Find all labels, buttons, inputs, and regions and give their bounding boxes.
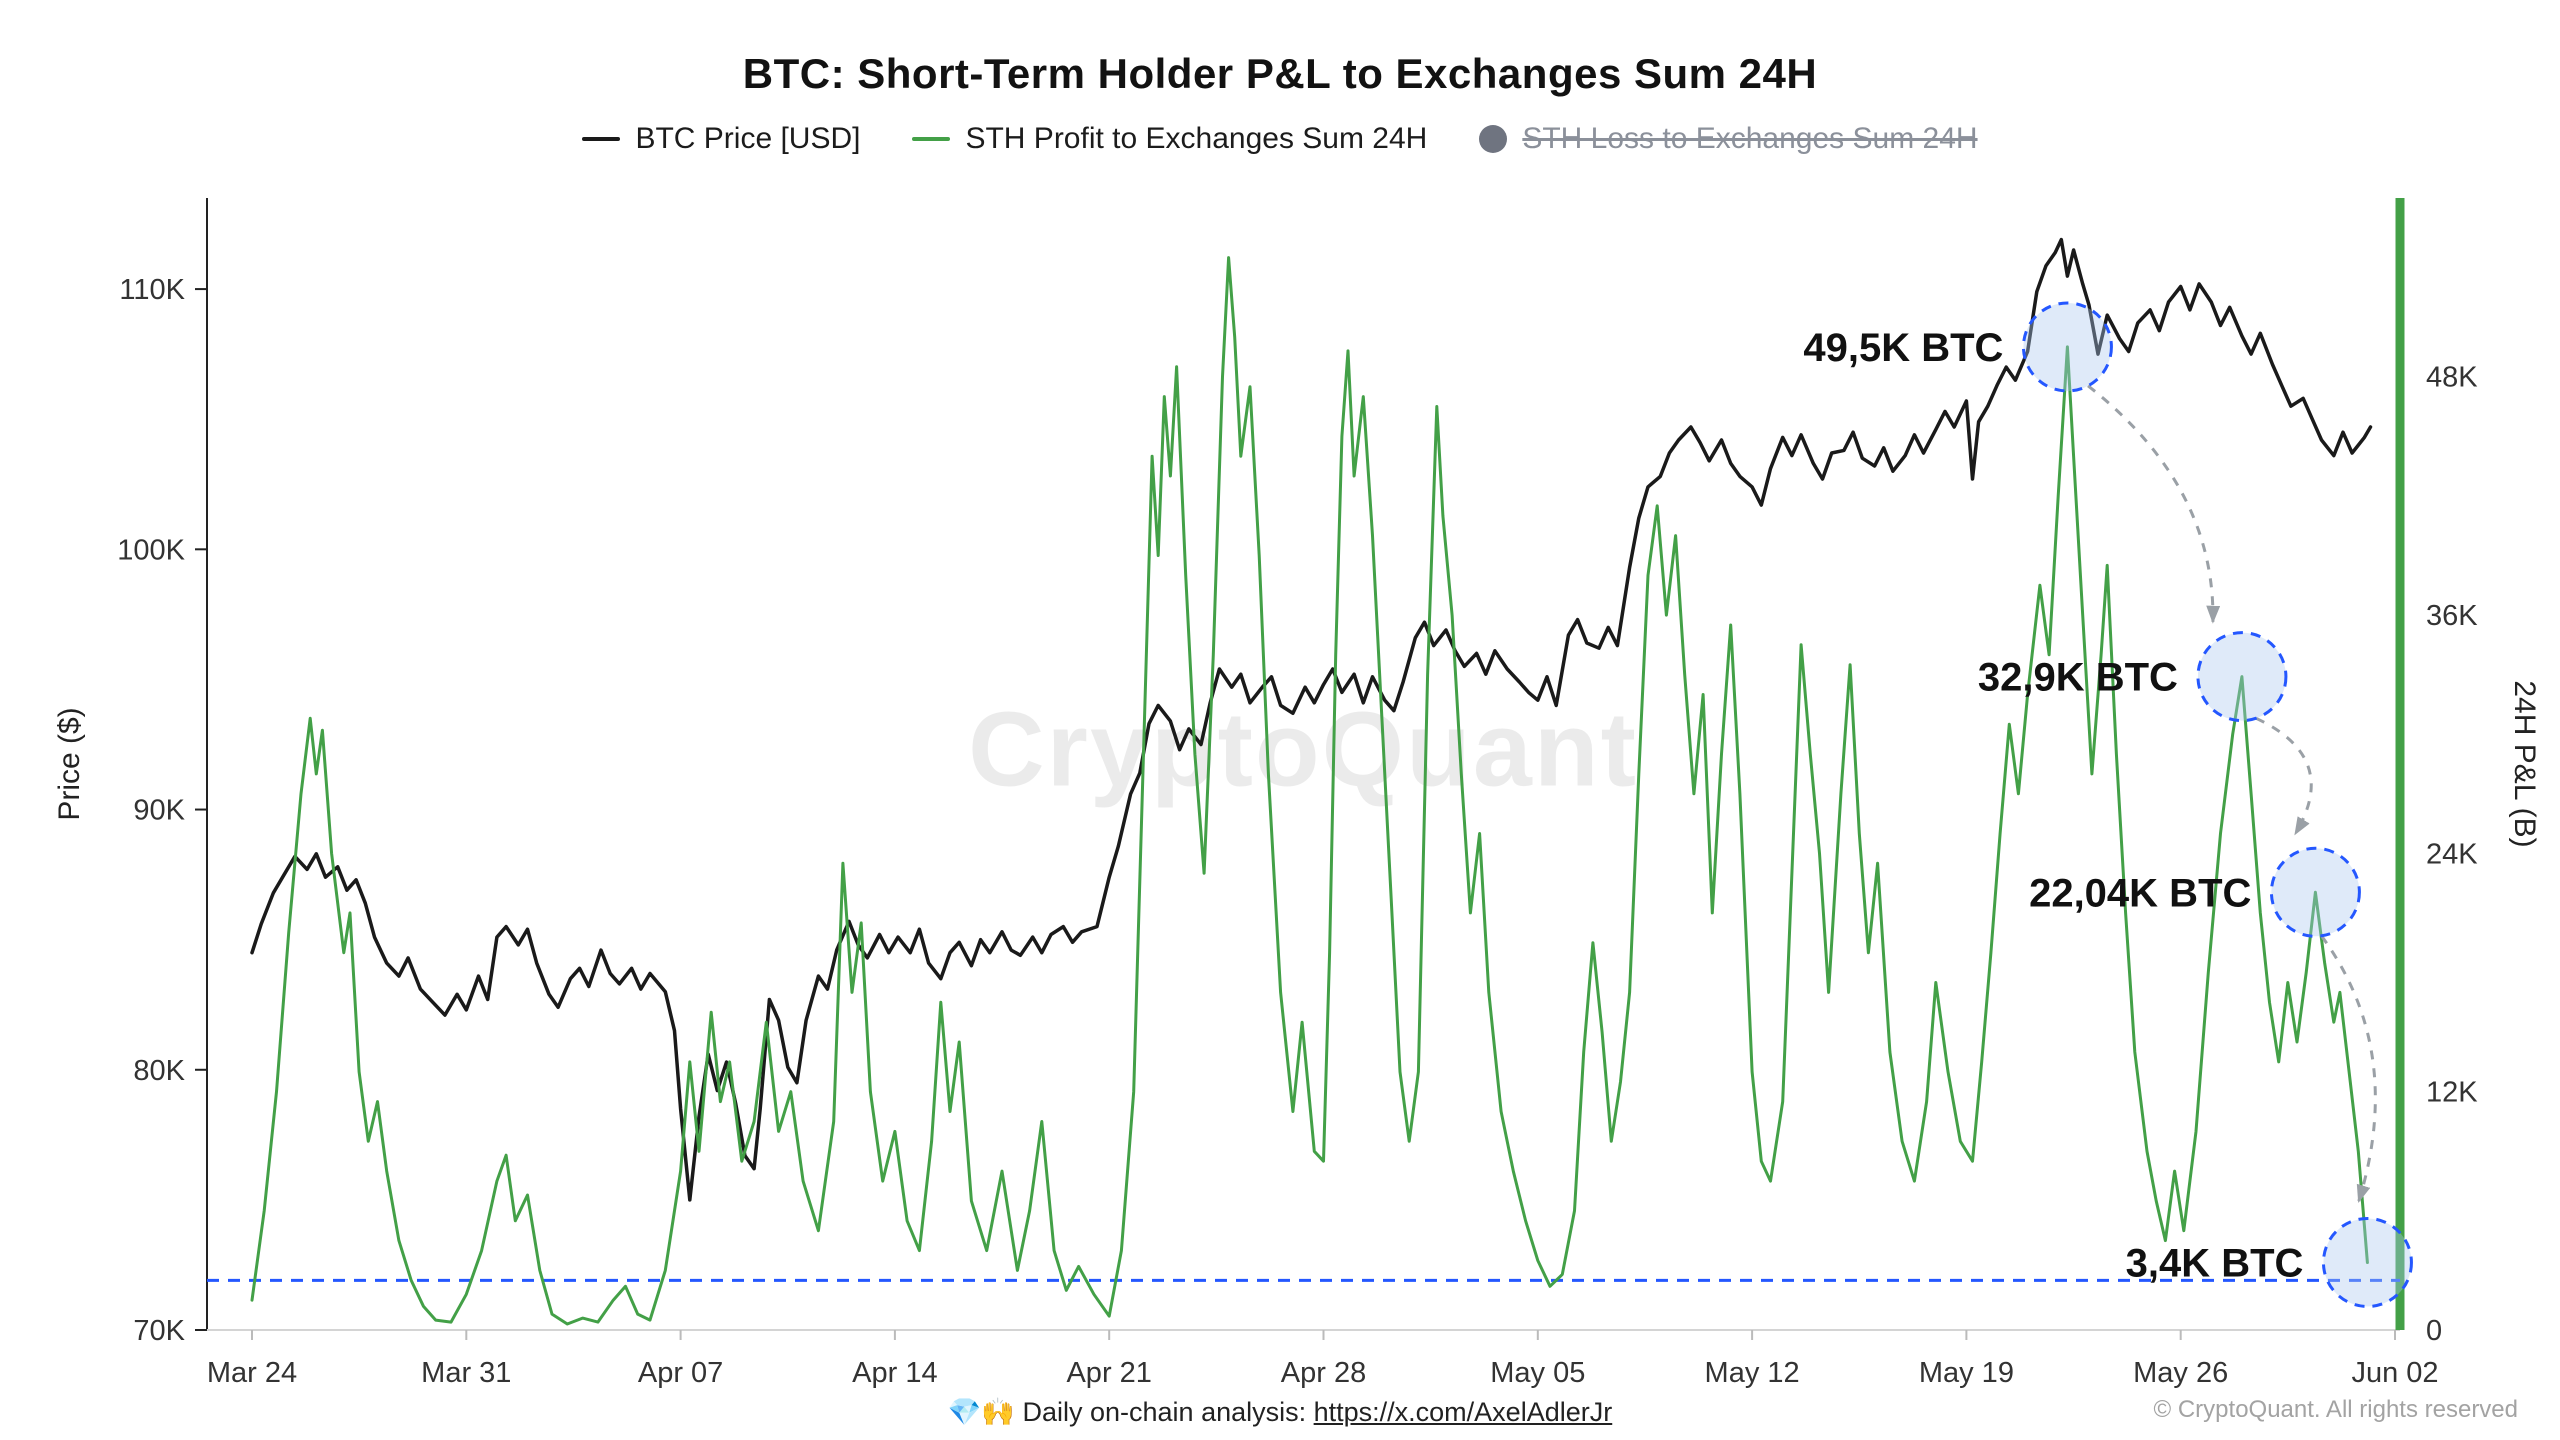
footer-note: 💎🙌 Daily on-chain analysis: https://x.co… [0, 1396, 2560, 1428]
annotation-label: 22,04K BTC [2029, 871, 2251, 915]
annotation-label: 32,9K BTC [1978, 656, 2178, 700]
cryptoquant-watermark: CryptoQuant [968, 690, 1638, 809]
legend-item-0[interactable]: BTC Price [USD] [582, 122, 860, 156]
legend-dot-marker [1479, 125, 1508, 153]
legend-line-marker [912, 137, 951, 141]
right-axis-tick-label: 24K [2426, 838, 2478, 870]
left-axis-tick-label: 70K [133, 1315, 185, 1347]
series-btc-price-line [250, 237, 2373, 1202]
left-axis-tick-label: 110K [119, 274, 185, 306]
chart-title: BTC: Short-Term Holder P&L to Exchanges … [742, 50, 1818, 97]
annotation-circle [2321, 1216, 2413, 1308]
legend-item-2[interactable]: STH Loss to Exchanges Sum 24H [1479, 122, 1978, 156]
x-axis-tick-label: May 12 [1705, 1357, 1800, 1389]
legend-item-label: BTC Price [USD] [635, 122, 861, 155]
legend-item-label: STH Loss to Exchanges Sum 24H [1522, 122, 1978, 155]
x-axis-tick-label: Apr 07 [638, 1357, 723, 1389]
x-axis-tick-label: Apr 14 [852, 1357, 937, 1389]
footer-link[interactable]: https://x.com/AxelAdlerJr [1313, 1397, 1613, 1427]
x-axis-tick-label: May 26 [2133, 1357, 2228, 1389]
x-axis-tick-label: Apr 21 [1066, 1357, 1151, 1389]
legend-item-label: STH Profit to Exchanges Sum 24H [965, 122, 1428, 155]
annotation-circle [2196, 631, 2288, 723]
x-axis-tick-label: May 19 [1919, 1357, 2014, 1389]
right-axis-tick-label: 36K [2426, 600, 2478, 632]
x-axis-tick-label: May 05 [1490, 1357, 1585, 1389]
annotation-arrow [2087, 384, 2221, 624]
annotation-label: 49,5K BTC [1803, 326, 2003, 370]
x-axis-tick-label: Apr 28 [1281, 1357, 1366, 1389]
annotation-arrow [2255, 716, 2313, 836]
x-axis-tick-label: Mar 24 [207, 1357, 297, 1389]
copyright-text: © CryptoQuant. All rights reserved [2153, 1396, 2519, 1423]
series-sth-profit-line [250, 256, 2369, 1326]
legend-item-1[interactable]: STH Profit to Exchanges Sum 24H [912, 122, 1427, 156]
right-axis-tick-label: 0 [2426, 1315, 2442, 1347]
x-axis-tick-label: Jun 02 [2351, 1357, 2438, 1389]
left-axis-tick-label: 80K [133, 1055, 185, 1087]
annotation-circle [2269, 846, 2361, 938]
annotation-arrow [2320, 935, 2377, 1204]
left-axis-tick-label: 90K [133, 795, 185, 827]
right-axis-tick-label: 12K [2426, 1077, 2478, 1109]
left-axis-title: Price ($) [53, 707, 86, 821]
annotation-circle [2021, 301, 2113, 393]
legend-line-marker [582, 137, 621, 141]
right-axis-title: 24H P&L (B) [2508, 680, 2541, 848]
footer-note-text: 💎🙌 Daily on-chain analysis: [947, 1397, 1314, 1427]
left-axis-tick-label: 100K [117, 534, 185, 566]
x-axis-tick-label: Mar 31 [421, 1357, 511, 1389]
legend: BTC Price [USD] STH Profit to Exchanges S… [0, 122, 2560, 156]
right-axis-tick-label: 48K [2426, 362, 2478, 394]
annotation-label: 3,4K BTC [2126, 1241, 2304, 1285]
